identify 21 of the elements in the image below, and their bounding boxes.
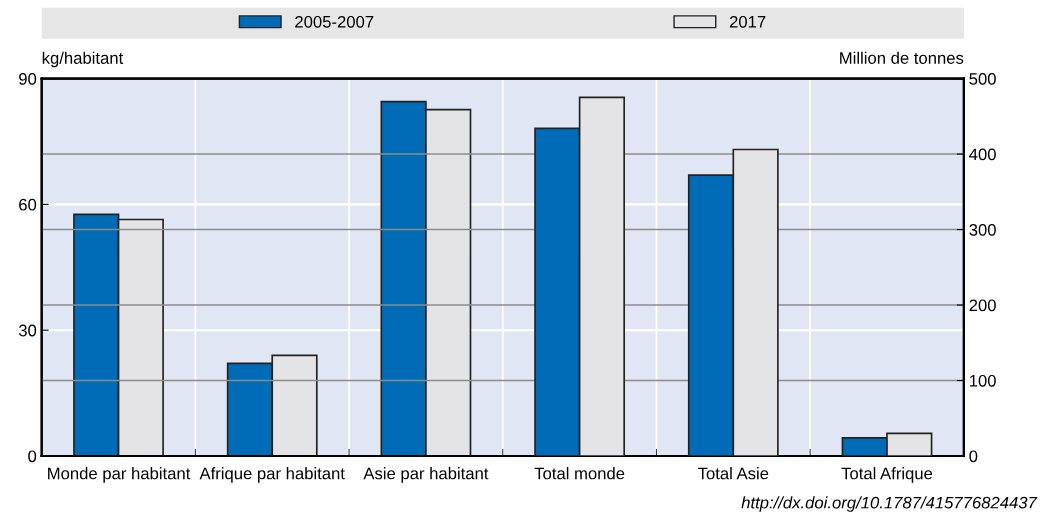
y-tick-label: 60 — [19, 198, 37, 211]
y2-tick-label: 200 — [969, 299, 996, 312]
y-tick-label: 0 — [28, 450, 37, 463]
y-axis-title: kg/habitant — [42, 51, 124, 68]
x-tick-label: Afrique par habitant — [199, 467, 345, 483]
y2-tick-label: 0 — [969, 450, 978, 463]
y2-tick-label: 300 — [969, 223, 996, 236]
y-tick-label: 30 — [18, 324, 37, 337]
x-tick-label: Total Afrique — [841, 467, 933, 483]
legend-label: 2005-2007 — [295, 15, 374, 28]
x-tick-label: Total Asie — [698, 467, 769, 480]
legend-label: 2017 — [729, 15, 766, 28]
y2-tick-label: 100 — [969, 374, 996, 387]
text: http://dx.doi.org/10.1787/415776824437 — [741, 496, 1038, 512]
x-tick-label: Monde par habitant — [48, 467, 191, 483]
y2-tick-label: 400 — [969, 148, 996, 161]
y2-axis-title: Million de tonnes — [840, 51, 964, 64]
y-tick-label: 90 — [19, 72, 37, 85]
y2-tick-label: 500 — [969, 72, 996, 85]
x-tick-label: Asie par habitant — [363, 467, 489, 483]
x-tick-label: Total monde — [534, 467, 625, 480]
